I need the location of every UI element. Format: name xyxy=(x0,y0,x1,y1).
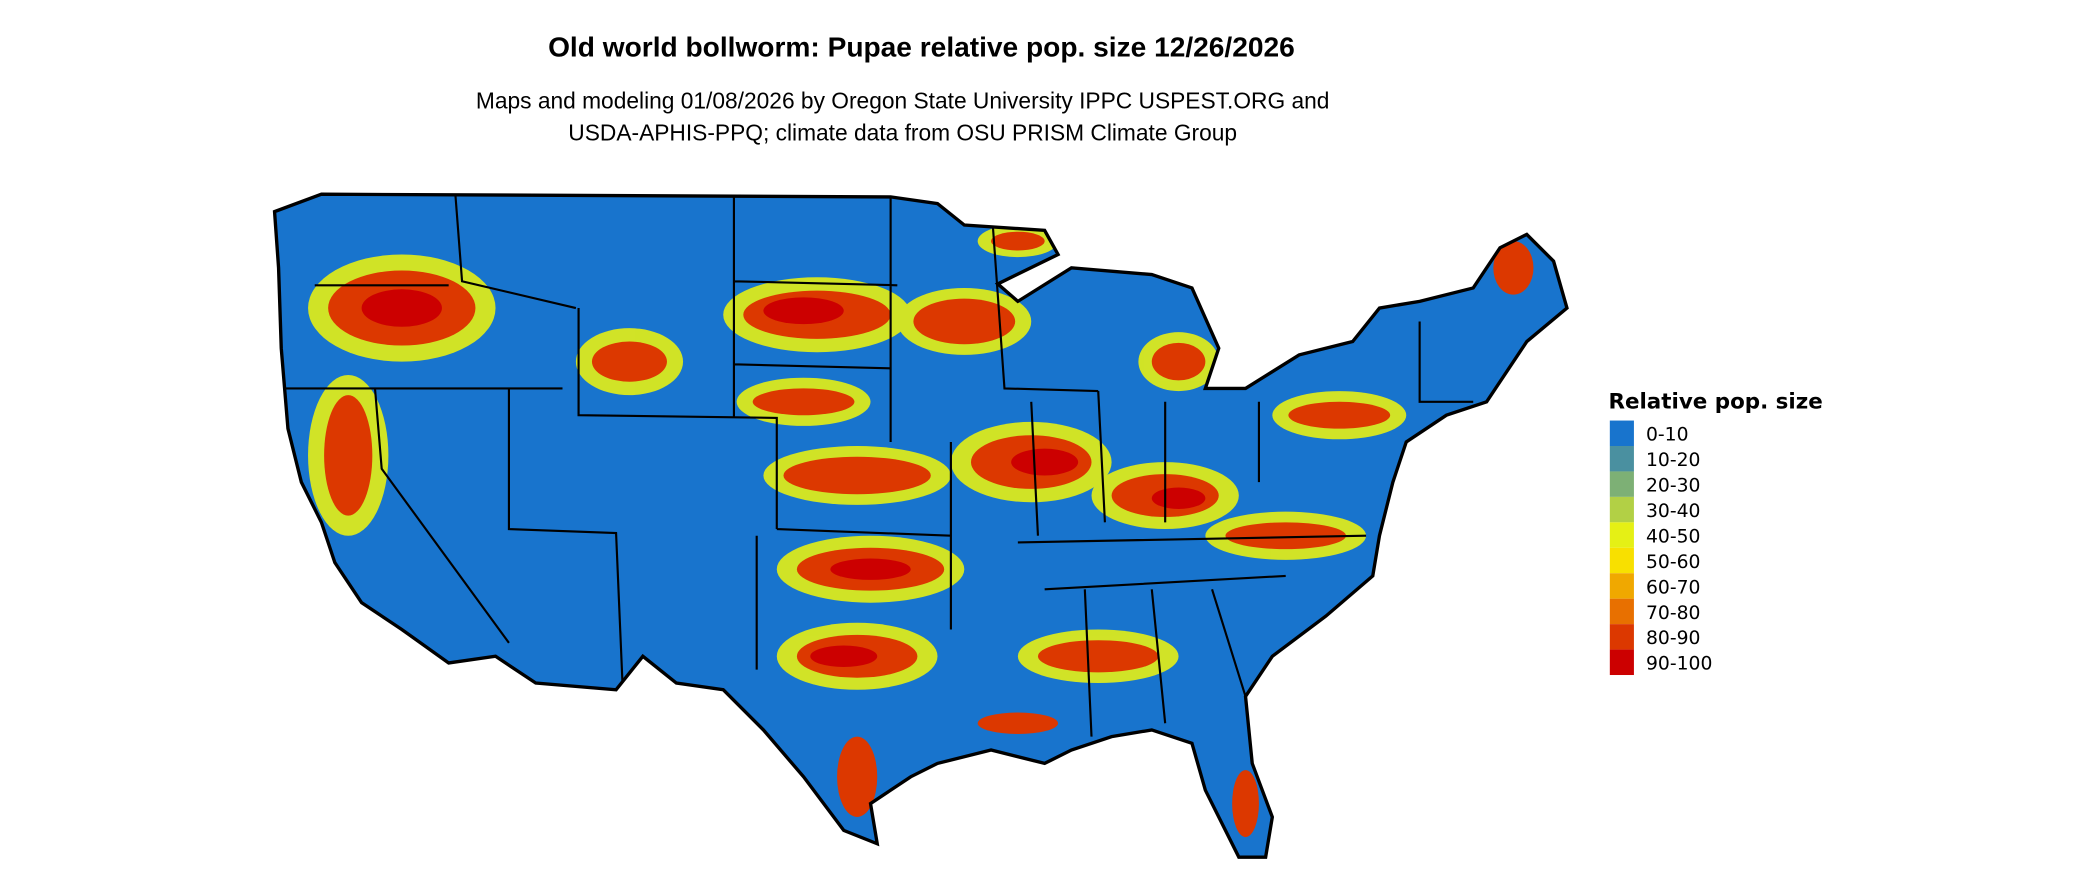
legend-swatch xyxy=(1609,624,1634,650)
legend-swatch xyxy=(1609,446,1634,472)
legend-swatch xyxy=(1609,522,1634,548)
legend: Relative pop. size 0-10 10-20 20-30 30-40 40… xyxy=(1608,390,1823,676)
legend-swatch xyxy=(1609,573,1634,599)
legend-swatch xyxy=(1609,598,1634,625)
legend-title: Relative pop. size xyxy=(1608,390,1822,415)
legend-label: 60-70 xyxy=(1646,577,1700,598)
legend-swatch xyxy=(1609,420,1634,446)
legend-label: 80-90 xyxy=(1646,628,1700,649)
population-raster xyxy=(308,225,1534,838)
legend-label: 20-30 xyxy=(1646,476,1700,497)
legend-label: 10-20 xyxy=(1646,450,1700,471)
legend-label: 30-40 xyxy=(1646,501,1700,522)
legend-label: 0-10 xyxy=(1646,425,1689,446)
map-subtitle-line1: Maps and modeling 01/08/2026 by Oregon S… xyxy=(476,88,1330,114)
legend-swatch xyxy=(1609,547,1634,574)
legend-swatch xyxy=(1609,496,1634,523)
legend-label: 40-50 xyxy=(1646,526,1700,547)
state-boundaries xyxy=(281,194,1474,737)
legend-label: 90-100 xyxy=(1646,654,1712,675)
legend-label: 50-60 xyxy=(1646,552,1700,573)
us-map xyxy=(272,192,1569,859)
legend-swatch xyxy=(1609,649,1634,676)
map-title: Old world bollworm: Pupae relative pop. … xyxy=(548,31,1295,62)
legend-label: 70-80 xyxy=(1646,603,1700,624)
legend-swatch xyxy=(1609,471,1634,497)
map-subtitle-line2: USDA-APHIS-PPQ; climate data from OSU PR… xyxy=(568,120,1237,146)
